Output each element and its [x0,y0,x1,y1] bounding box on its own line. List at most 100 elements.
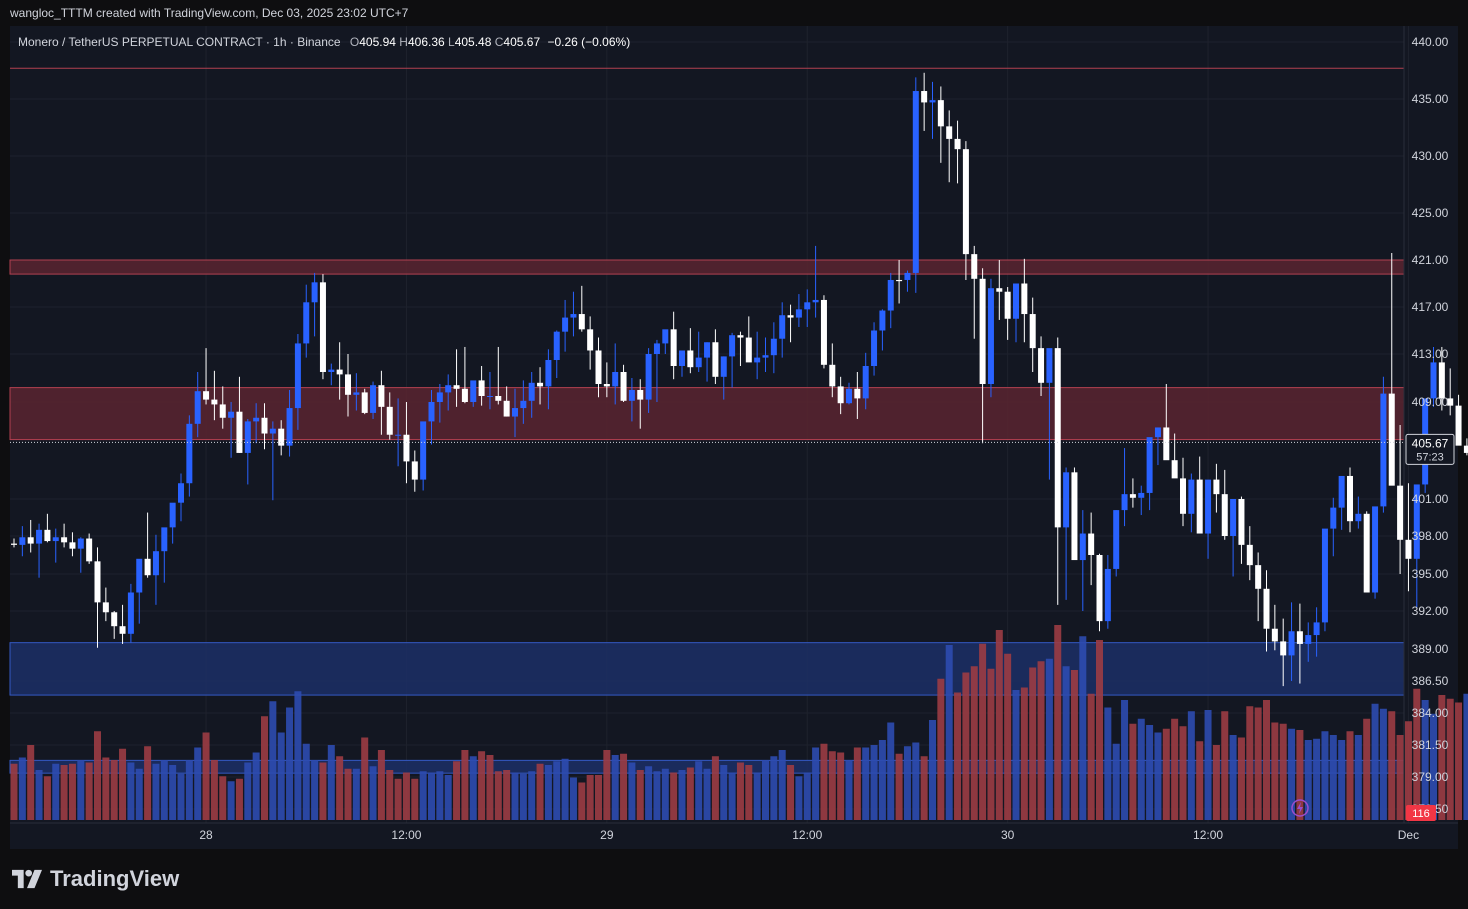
candle-body [553,331,560,360]
candle-body [1405,539,1412,559]
volume-bar [1221,711,1229,820]
volume-bar [252,752,260,820]
volume-bar [302,743,310,820]
candle-body [1154,427,1161,438]
volume-bar [645,766,653,820]
candle-body [461,388,468,402]
volume-bar [469,756,477,820]
candle-body [503,400,510,417]
candle-body [1138,492,1145,498]
symbol-name[interactable]: Monero / TetherUS PERPETUAL CONTRACT · 1… [18,35,341,49]
volume-bar [386,770,394,820]
volume-bar [1112,743,1120,820]
time-tick-label: 28 [199,828,213,842]
lightning-icon[interactable] [1291,799,1309,817]
volume-bar [352,768,360,820]
volume-bar [478,751,486,820]
volume-bar [436,771,444,820]
high-value: 406.36 [407,35,445,49]
candle-body [1388,393,1395,486]
volume-bar [411,778,419,820]
candle-body [829,364,836,387]
candle-body [345,374,351,395]
candle-body [720,356,727,377]
candle-body [1071,472,1078,561]
candle-body [1021,283,1028,315]
volume-bar [1254,707,1262,820]
volume-bar [1079,636,1087,820]
candle-body [603,384,610,387]
candle-body [1363,513,1370,593]
candle-body [19,537,26,545]
candle-body [754,357,761,363]
candle-body [453,385,460,389]
volume-bar [962,672,970,820]
volume-bar [837,752,845,820]
volume-bar [603,750,611,820]
candle-body [386,406,393,435]
volume-bar [361,737,369,820]
volume-bar [10,763,18,820]
candle-body [86,538,93,562]
candle-body [1321,528,1328,623]
resistance-zone [9,259,1405,275]
volume-bar [1455,702,1463,820]
candle-body [1096,555,1103,622]
candle-body [144,558,151,576]
volume-bar [286,707,294,820]
volume-bar [18,757,26,820]
candle-body [236,411,243,453]
volume-bar [1104,707,1112,820]
change-value: −0.26 (−0.06%) [547,35,631,49]
volume-bar [185,760,193,820]
candle-body [896,279,903,282]
candle-body [77,538,84,549]
volume-bar [235,778,243,820]
volume-bar [261,716,268,820]
volume-bar [311,760,319,820]
candle-body [261,417,268,434]
candle-body [1121,494,1128,511]
candle-body [1171,460,1178,479]
volume-bar [1146,725,1154,820]
price-tick-label: 392.00 [1412,604,1449,618]
candle-body [244,421,251,453]
volume-bar [219,776,227,820]
candle-body [512,408,518,417]
candle-body [169,502,176,528]
volume-bar [1129,723,1137,820]
volume-layer [10,625,1468,820]
volume-bar [1020,687,1028,820]
candle-body [1372,506,1379,593]
candle-body [286,408,293,446]
candle-body [1330,507,1337,529]
volume-bar [1229,735,1237,820]
volume-bar [711,756,719,820]
volume-bar [1263,700,1270,820]
candle-body [745,337,752,363]
candle-body [428,402,435,422]
overlay-layer [10,441,1404,817]
candle-body [1430,362,1437,399]
price-tick-label: 440.00 [1412,35,1449,49]
candle-body [1288,631,1295,656]
volume-bar [244,762,252,820]
volume-bar [703,768,711,820]
candle-body [336,369,343,375]
last-price-box [1405,433,1455,465]
candle-body [1013,283,1019,319]
candle-body [987,288,994,384]
price-tick-label: 379.00 [1412,770,1449,784]
candle-body [1455,405,1462,446]
candle-body [1113,510,1120,569]
volume-bar [1404,721,1412,820]
axis-layer: 440.00 435.00 430.00 425.00 421.00 417.00 413.… [10,26,1458,842]
price-tick-label: 384.00 [1412,706,1449,720]
tradingview-brand[interactable]: TradingView [12,866,179,892]
volume-bar [845,760,853,820]
time-tick-label: Dec [1398,828,1419,842]
volume-bar [494,771,502,820]
volume-bar [110,760,118,820]
candle-body [679,350,685,366]
